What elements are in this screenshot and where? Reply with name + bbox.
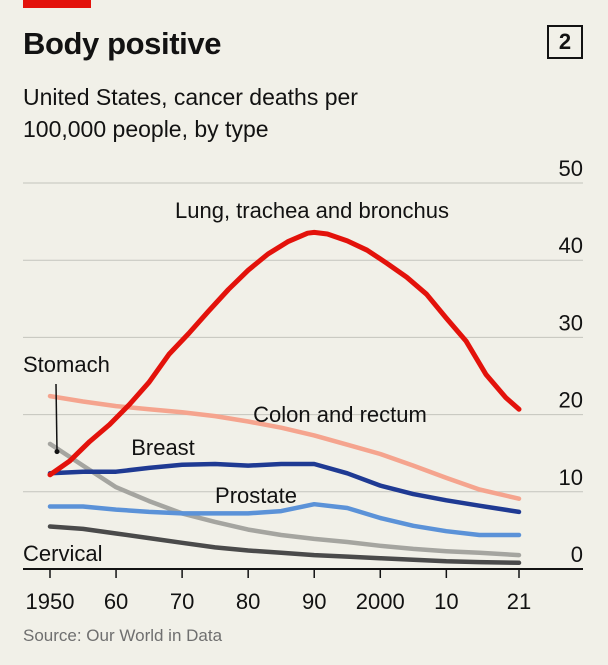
- series-lines: [47, 229, 522, 566]
- accent-bar: [23, 0, 91, 8]
- chart-number-badge: 2: [547, 25, 583, 59]
- series-label-stomach: Stomach: [23, 352, 110, 377]
- x-tick-label: 2000: [356, 589, 405, 614]
- x-tick-label: 90: [302, 589, 326, 614]
- series-line-cervical: [47, 524, 522, 566]
- series-labels: Lung, trachea and bronchus Colon and rect…: [23, 198, 449, 566]
- y-tick-label: 10: [559, 465, 583, 490]
- y-tick-label: 30: [559, 310, 583, 335]
- series-label-cervical: Cervical: [23, 541, 102, 566]
- x-tick-label: 21: [507, 589, 531, 614]
- y-axis-tick-labels: 0 10 20 30 40 50: [559, 156, 583, 567]
- series-label-colon-and-rectum: Colon and rectum: [253, 402, 427, 427]
- series-label-prostate: Prostate: [215, 483, 297, 508]
- y-tick-label: 50: [559, 156, 583, 181]
- stomach-leader-dot: [54, 449, 60, 455]
- chart-title: Body positive: [23, 26, 222, 61]
- y-tick-label: 40: [559, 233, 583, 258]
- series-label-breast: Breast: [131, 435, 195, 460]
- stomach-leader-line: [55, 383, 58, 452]
- source-note: Source: Our World in Data: [23, 626, 223, 645]
- series-line-lung-trachea-and-bronchus: [47, 229, 522, 478]
- y-tick-label: 20: [559, 388, 583, 413]
- x-tick-label: 10: [434, 589, 458, 614]
- x-tick-label: 80: [236, 589, 260, 614]
- x-tick-label: 1950: [26, 589, 75, 614]
- y-tick-label: 0: [571, 542, 583, 567]
- series-label-lung-trachea-and-bronchus: Lung, trachea and bronchus: [175, 198, 449, 223]
- series-line-stomach: [47, 441, 522, 558]
- chart-subtitle: United States, cancer deaths per 100,000…: [23, 84, 358, 142]
- x-tick-label: 60: [104, 589, 128, 614]
- gridlines: [23, 182, 583, 493]
- x-axis: 1950 60 70 80 90 2000 10 21: [23, 568, 583, 614]
- series-line-breast: [47, 461, 522, 515]
- x-tick-label: 70: [170, 589, 194, 614]
- series-line-prostate: [47, 501, 522, 538]
